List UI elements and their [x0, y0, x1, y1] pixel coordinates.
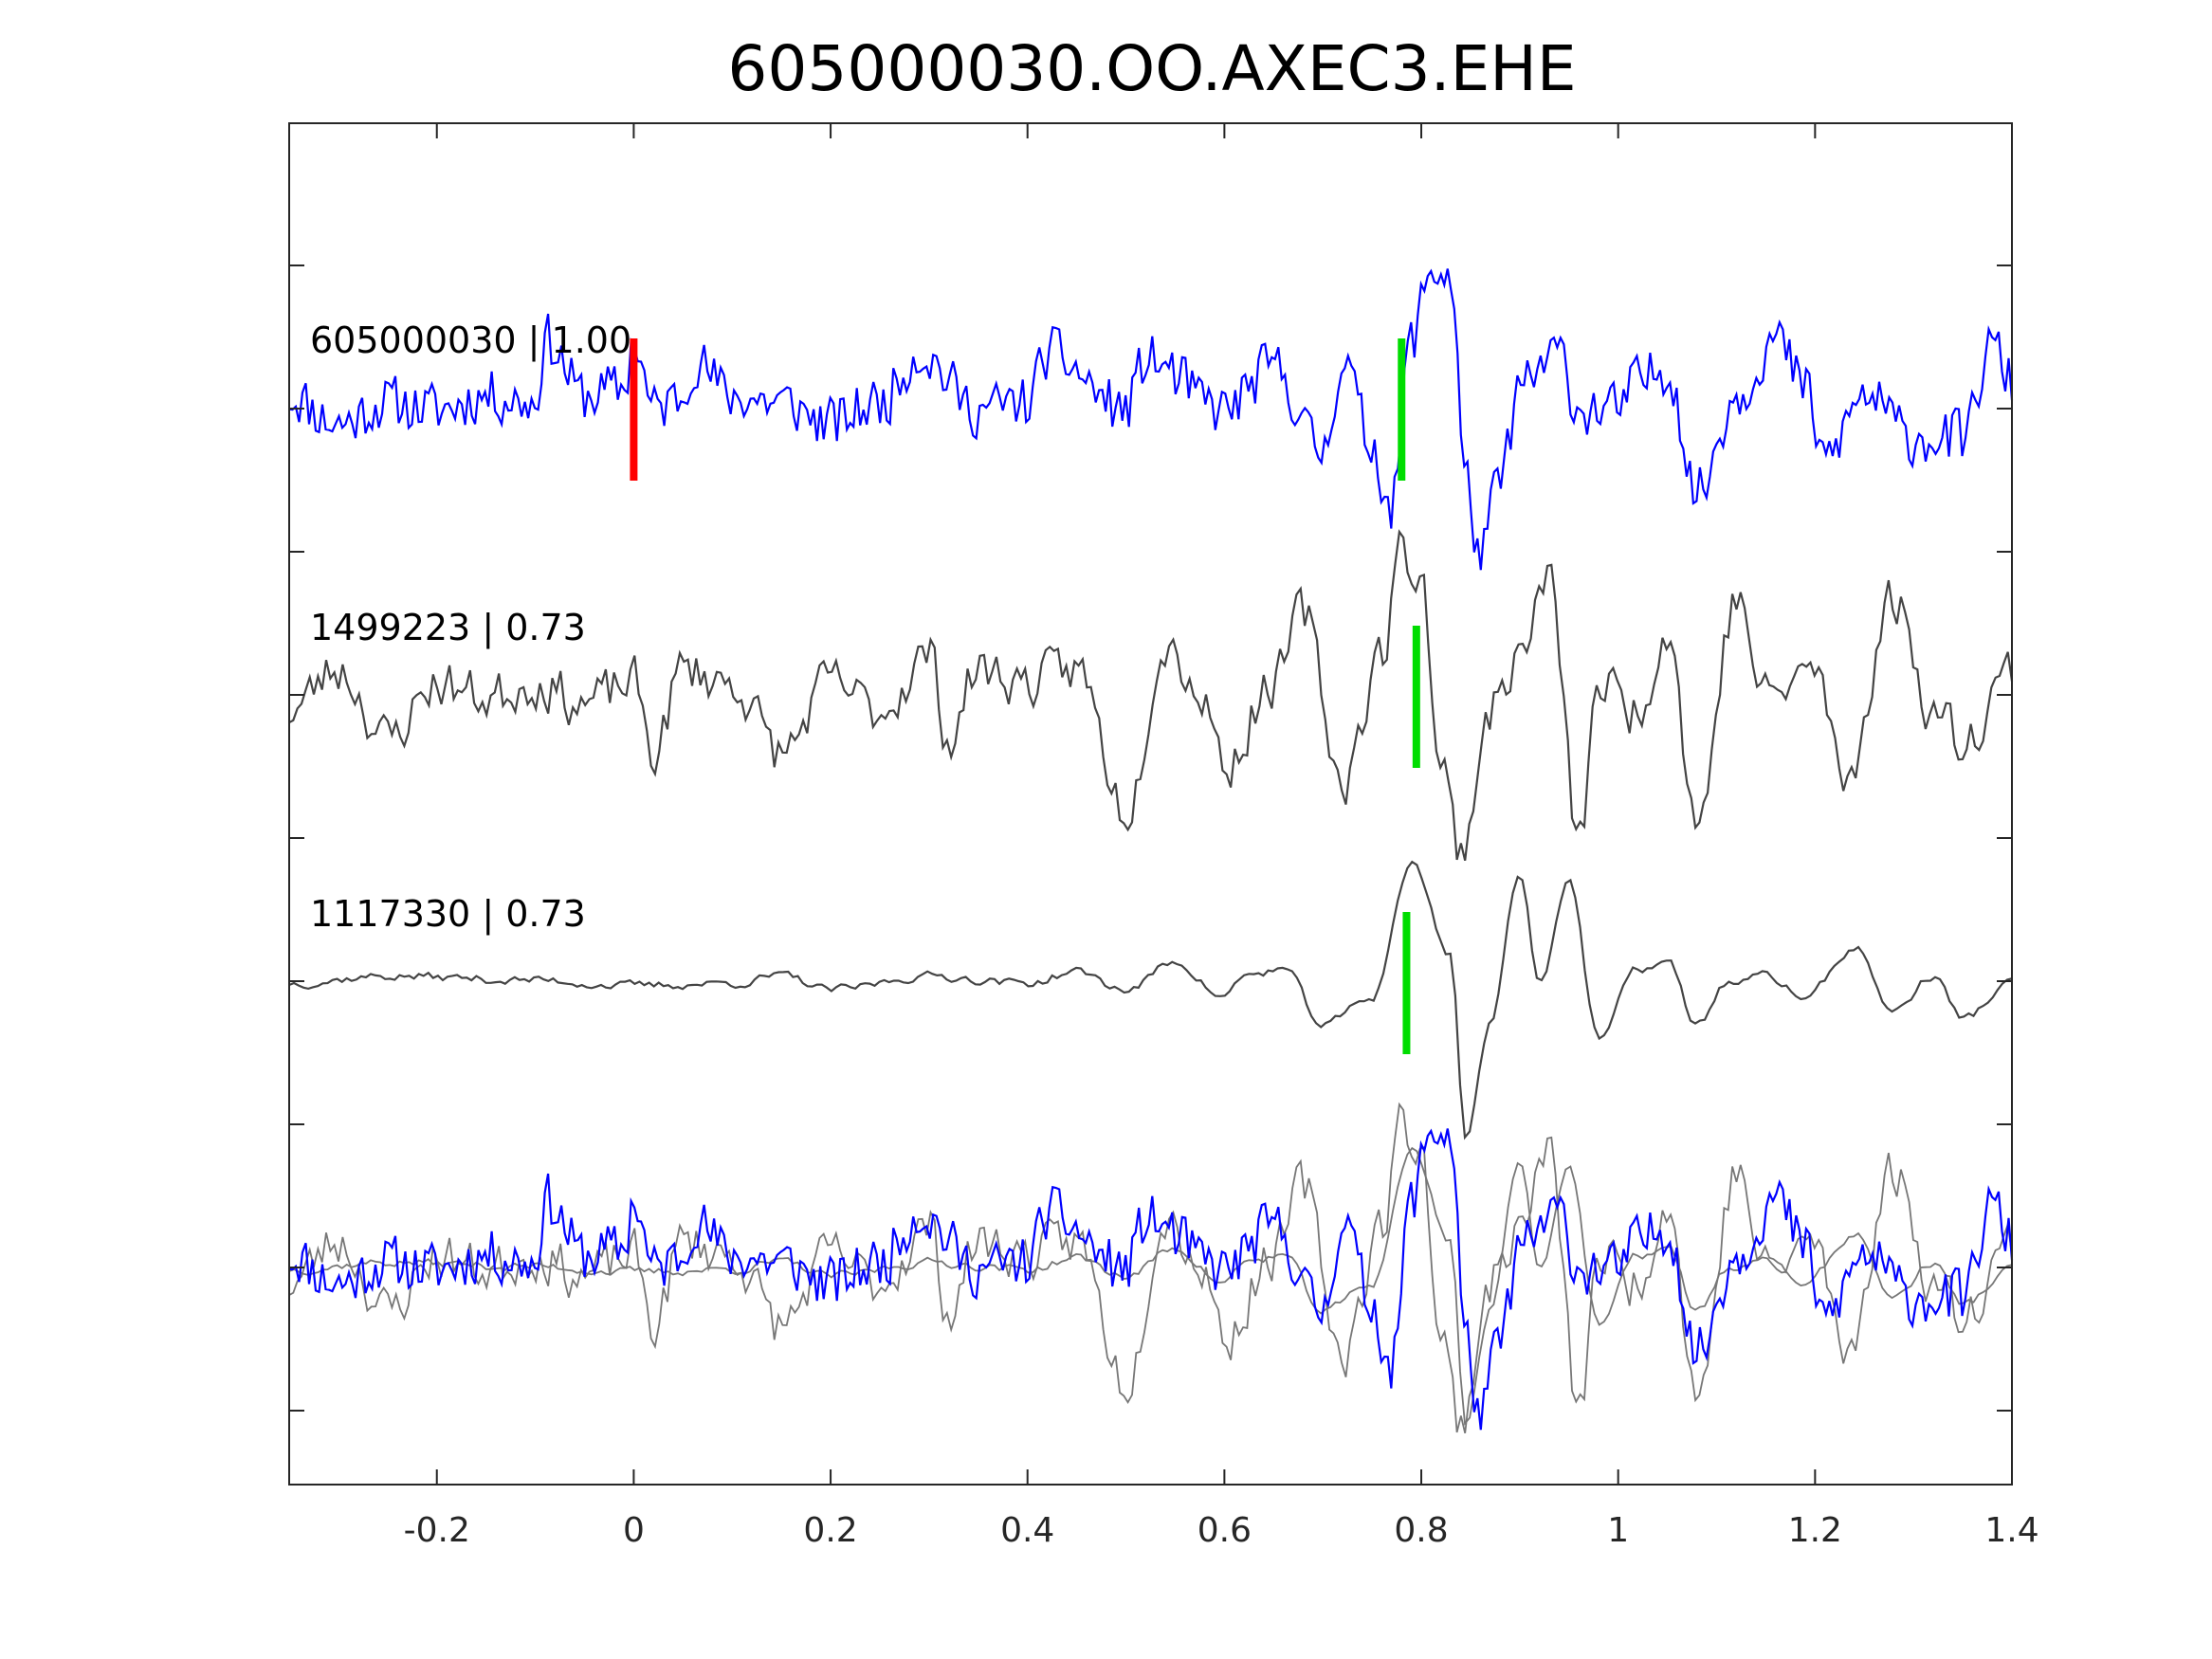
chart-title: 605000030.OO.AXEC3.EHE — [727, 32, 1576, 105]
trace-2-line — [288, 529, 2014, 862]
trace-3-line — [288, 860, 2013, 1140]
overlay-trace-2 — [288, 1102, 2013, 1434]
x-tick-label: 0.6 — [1197, 1511, 1252, 1550]
trace-2-label: 1499223 | 0.73 — [310, 607, 586, 649]
overlay-trace-3 — [288, 1146, 2013, 1426]
x-tick-label: -0.2 — [404, 1511, 470, 1550]
trace-1-line — [288, 268, 2014, 571]
x-tick-label: 0.2 — [803, 1511, 857, 1550]
traces-layer — [288, 268, 2014, 1434]
x-tick-label: 1.4 — [1984, 1511, 2038, 1550]
trace-labels: 605000030 | 1.00 1499223 | 0.73 1117330 | … — [310, 319, 631, 936]
x-tick-label: 0.4 — [1000, 1511, 1054, 1550]
trace-3-label: 1117330 | 0.73 — [310, 893, 586, 936]
x-tick-label: 0.8 — [1394, 1511, 1448, 1550]
picks-layer — [630, 338, 1420, 1054]
trace-1-label: 605000030 | 1.00 — [310, 319, 631, 362]
overlay-trace-1 — [288, 1128, 2014, 1431]
plot-frame — [288, 122, 2013, 1486]
x-tick-label: 1 — [1607, 1511, 1629, 1550]
x-tick-label: 1.2 — [1788, 1511, 1842, 1550]
x-tick-label: 0 — [623, 1511, 645, 1550]
axis-ticks: -0.2 0 0.2 0.4 0.6 0.8 1 1.2 1.4 — [289, 123, 2039, 1550]
